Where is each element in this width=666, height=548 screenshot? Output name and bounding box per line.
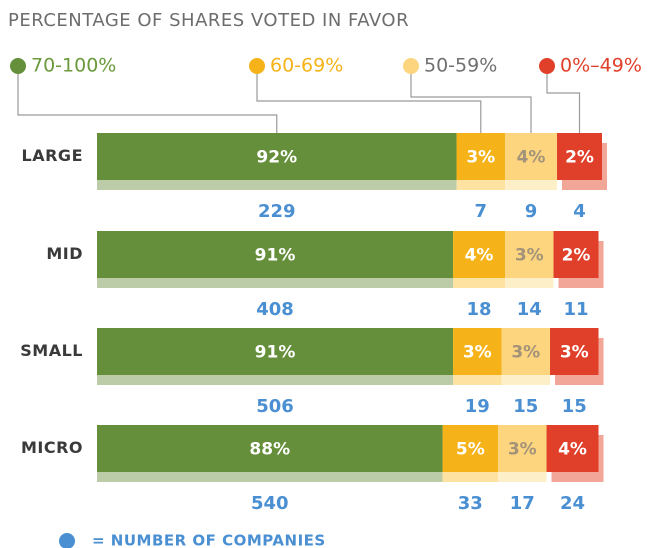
bar-segment xyxy=(498,425,547,472)
legend-marker xyxy=(403,58,419,74)
company-count: 15 xyxy=(562,396,587,417)
segment-label: 5% xyxy=(456,440,485,460)
legend-marker xyxy=(539,58,555,74)
segment-label: 3% xyxy=(511,343,540,363)
segment-label: 88% xyxy=(249,440,290,460)
bar-segment xyxy=(453,328,502,375)
segment-label: 91% xyxy=(255,246,296,266)
company-count: 14 xyxy=(517,299,542,320)
company-count: 9 xyxy=(525,201,538,222)
footnote: = NUMBER OF COMPANIES xyxy=(92,532,326,548)
bar-segment xyxy=(546,425,599,472)
legend-connector xyxy=(410,66,532,133)
legend-connector xyxy=(256,66,482,133)
segment-label: 3% xyxy=(466,148,495,168)
legend-connector xyxy=(546,66,581,133)
bar-segment xyxy=(97,231,454,278)
footnote-marker xyxy=(59,533,75,548)
segment-label: 4% xyxy=(558,440,587,460)
segment-label: 4% xyxy=(517,148,546,168)
company-count: 506 xyxy=(256,396,294,417)
chart-title: PERCENTAGE OF SHARES VOTED IN FAVOR xyxy=(8,10,409,31)
bar-segment xyxy=(505,231,554,278)
company-count: 11 xyxy=(563,299,588,320)
bar-segment xyxy=(97,133,457,180)
legend-marker xyxy=(249,58,265,74)
segment-label: 92% xyxy=(256,148,297,168)
company-count: 19 xyxy=(465,396,490,417)
legend-label: 70-100% xyxy=(31,55,116,77)
bar-segment xyxy=(442,425,499,472)
legend-marker xyxy=(10,58,26,74)
legend-label: 0%–49% xyxy=(560,55,642,77)
segment-label: 3% xyxy=(560,343,589,363)
segment-label: 2% xyxy=(565,148,594,168)
bar-segment xyxy=(97,425,443,472)
company-count: 540 xyxy=(251,493,289,514)
bar-segment xyxy=(557,133,602,180)
segment-label: 3% xyxy=(508,440,537,460)
segment-label: 3% xyxy=(463,343,492,363)
bar-segment xyxy=(501,328,551,375)
bar-segment xyxy=(550,328,599,375)
segment-label: 3% xyxy=(515,246,544,266)
company-count: 7 xyxy=(475,201,488,222)
legend-label: 60-69% xyxy=(270,55,343,77)
bar-segment xyxy=(505,133,558,180)
category-label: MICRO xyxy=(21,438,83,457)
legend-label: 50-59% xyxy=(424,55,497,77)
segment-label: 91% xyxy=(255,343,296,363)
company-count: 24 xyxy=(560,493,585,514)
bars xyxy=(97,133,602,472)
company-count: 17 xyxy=(510,493,535,514)
company-count: 408 xyxy=(256,299,294,320)
bar-segment xyxy=(456,133,506,180)
bar-segment xyxy=(553,231,599,278)
legend-connector xyxy=(17,66,278,133)
company-count: 18 xyxy=(467,299,492,320)
segment-label: 2% xyxy=(562,246,591,266)
bar-segment xyxy=(97,328,454,375)
company-count: 4 xyxy=(573,201,586,222)
category-label: MID xyxy=(46,244,83,263)
company-count: 15 xyxy=(513,396,538,417)
category-label: SMALL xyxy=(20,341,83,360)
segment-label: 4% xyxy=(465,246,494,266)
category-label: LARGE xyxy=(22,146,83,165)
company-count: 33 xyxy=(458,493,483,514)
company-count: 229 xyxy=(258,201,296,222)
bar-segment xyxy=(453,231,506,278)
